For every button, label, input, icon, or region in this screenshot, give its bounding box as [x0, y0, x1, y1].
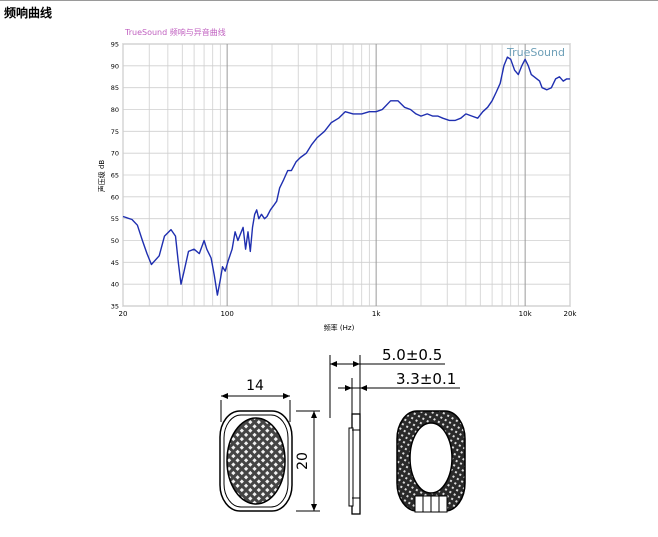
frequency-response-chart: 35 40 45 50 55 60 65 70 75 80 85 90 95 20 100 1k 10k 20k…	[97, 27, 578, 332]
y-tick-label: 70	[111, 150, 119, 158]
grid-lines	[122, 43, 571, 307]
front-mesh-grille	[226, 417, 286, 505]
front-frame-inner	[223, 414, 289, 508]
back-view	[396, 410, 466, 513]
y-axis-label: 声压级 dB	[97, 160, 106, 193]
y-tick-label: 95	[111, 41, 119, 49]
chart-title: TrueSound 频响与异音曲线	[124, 27, 226, 37]
x-tick-label: 10k	[519, 310, 533, 318]
side-view: 5.0±0.5 3.3±0.1	[329, 346, 460, 515]
y-tick-label: 45	[111, 259, 119, 267]
x-tick-label: 100	[220, 310, 233, 318]
y-tick-label: 90	[111, 62, 119, 70]
top-divider	[0, 0, 658, 1]
total-depth-dimension: 5.0±0.5	[382, 346, 442, 364]
front-view: 14 20	[219, 378, 320, 512]
y-tick-labels: 35 40 45 50 55 60 65 70 75 80 85 90 95	[111, 41, 119, 311]
section-heading: 频响曲线	[4, 6, 53, 20]
back-opening	[409, 422, 453, 494]
x-axis-label: 频率 (Hz)	[324, 323, 355, 332]
x-tick-label: 20	[119, 310, 128, 318]
y-tick-label: 60	[111, 193, 119, 201]
body-depth-dimension: 3.3±0.1	[396, 370, 456, 388]
y-tick-label: 65	[111, 172, 119, 180]
y-tick-label: 55	[111, 215, 119, 223]
x-tick-label: 1k	[372, 310, 381, 318]
chart-watermark: TrueSound	[506, 46, 565, 59]
response-curve	[122, 56, 570, 296]
series-group	[122, 56, 570, 296]
y-tick-label: 85	[111, 84, 119, 92]
height-dimension: 20	[295, 452, 311, 470]
y-tick-label: 75	[111, 128, 119, 136]
y-tick-label: 80	[111, 106, 119, 114]
y-tick-label: 40	[111, 281, 119, 289]
x-tick-label: 20k	[564, 310, 578, 318]
y-tick-label: 50	[111, 237, 119, 245]
y-tick-label: 35	[111, 303, 119, 311]
width-dimension: 14	[246, 378, 264, 394]
x-tick-labels: 20 100 1k 10k 20k	[119, 310, 578, 318]
side-cover	[348, 427, 354, 507]
